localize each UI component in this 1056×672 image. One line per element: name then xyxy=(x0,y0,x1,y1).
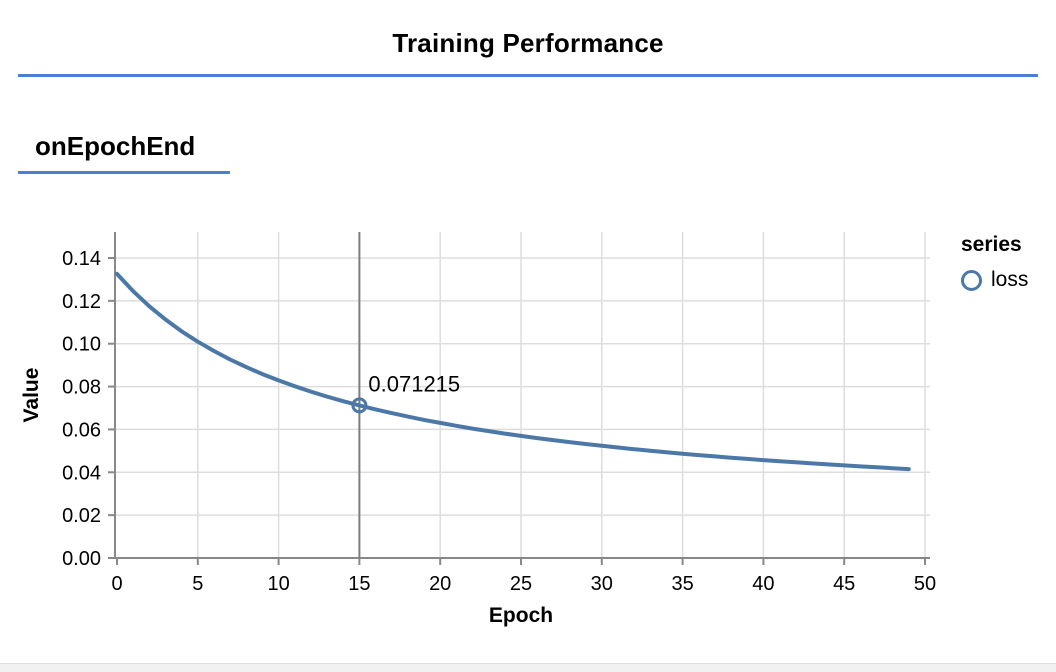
x-tick-label: 25 xyxy=(510,573,532,595)
open-circle-icon xyxy=(961,269,982,291)
training-chart-svg[interactable]: 0.00 0.02 0.04 0.06 0.08 0.10 0.12 0.14 0 5 10 15 20… xyxy=(0,225,1056,655)
x-tick-label: 0 xyxy=(111,573,122,595)
title-divider xyxy=(18,74,1038,77)
legend-item-loss[interactable]: loss xyxy=(961,268,1028,292)
tooltip-value: 0.071215 xyxy=(368,371,460,396)
y-tick-label: 0.04 xyxy=(62,462,101,484)
y-axis-title: Value xyxy=(20,368,43,423)
y-tick-label: 0.08 xyxy=(62,377,101,399)
page-title: Training Performance xyxy=(392,28,664,58)
y-tick-label: 0.06 xyxy=(62,419,101,441)
y-tick-label: 0.12 xyxy=(62,291,101,313)
x-tick-label: 15 xyxy=(348,573,370,595)
chart-legend: series loss xyxy=(961,233,1028,292)
x-tick-label: 40 xyxy=(752,573,774,595)
x-tick-label: 45 xyxy=(833,573,855,595)
x-axis-title: Epoch xyxy=(489,604,553,627)
x-tick-label: 20 xyxy=(429,573,451,595)
section-heading: onEpochEnd xyxy=(35,131,196,161)
bottom-scrollbar-track xyxy=(0,663,1056,672)
training-chart[interactable]: 0.00 0.02 0.04 0.06 0.08 0.10 0.12 0.14 0 5 10 15 20… xyxy=(0,225,1056,655)
y-tick-label: 0.10 xyxy=(62,334,101,356)
y-tick-label: 0.00 xyxy=(62,548,101,570)
y-tick-label: 0.14 xyxy=(62,248,101,270)
legend-title: series xyxy=(961,233,1022,256)
legend-item-label: loss xyxy=(991,268,1029,291)
x-tick-label: 50 xyxy=(914,573,936,595)
x-tick-label: 5 xyxy=(192,573,203,595)
loss-line[interactable] xyxy=(115,271,911,472)
x-tick-label: 30 xyxy=(591,573,613,595)
y-tick-label: 0.02 xyxy=(62,505,101,527)
highlighted-point[interactable] xyxy=(351,397,368,414)
x-tick-label: 10 xyxy=(267,573,289,595)
x-tick-label: 35 xyxy=(671,573,693,595)
section-divider xyxy=(18,171,230,174)
